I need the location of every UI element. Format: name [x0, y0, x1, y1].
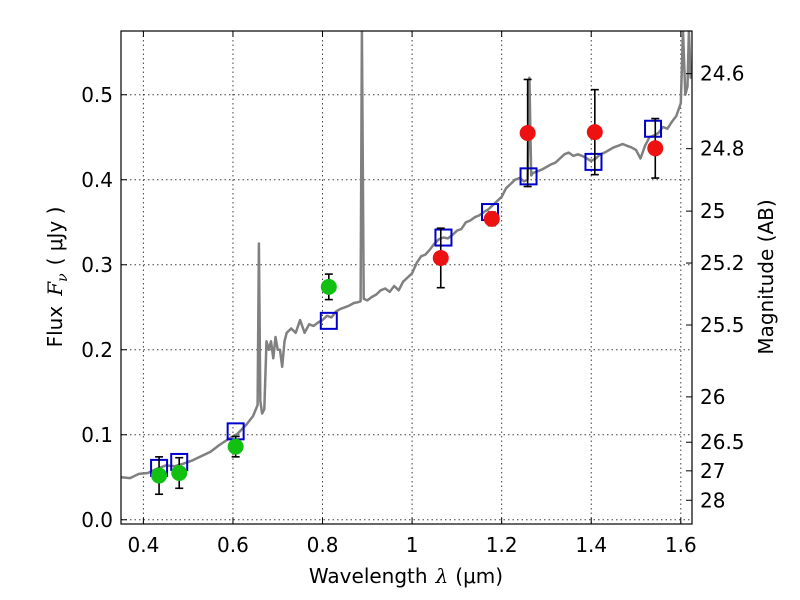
mag-tick-label: 27 — [700, 459, 725, 483]
x-tick-label: 0.6 — [217, 533, 249, 557]
mag-tick-label: 25.5 — [700, 313, 745, 337]
x-tick-label: 1.4 — [575, 533, 607, 557]
y2-axis-label: Magnitude (AB) — [754, 199, 778, 354]
y-tick-label: 0.4 — [81, 168, 113, 192]
model-square-marker — [644, 119, 663, 138]
y-tick-label: 0.3 — [81, 253, 113, 277]
red-photometry-point — [647, 140, 664, 157]
axis-ticks: 0.4 0.6 0.8 1 1.2 1.4 1.6 0.0 0.1 0.2 0.3 0.4 0.5 24.… — [81, 31, 745, 557]
y-tick-label: 0.5 — [81, 83, 113, 107]
model-square-marker — [519, 167, 538, 186]
mag-tick-label: 28 — [700, 488, 725, 512]
x-axis-label: Wavelength λ (μm) — [309, 564, 503, 588]
y-tick-label: 0.0 — [81, 508, 113, 532]
data-markers — [150, 78, 664, 496]
y-axis-label: FluxFν( μJy ) — [43, 207, 71, 348]
x-tick-label: 0.4 — [127, 533, 159, 557]
green-photometry-point — [227, 438, 244, 455]
model-square-marker — [319, 311, 338, 330]
y-tick-label: 0.2 — [81, 338, 113, 362]
template-spectrum-layer — [121, 31, 692, 480]
x-tick-label: 1.2 — [486, 533, 518, 557]
mag-tick-label: 25.2 — [700, 251, 745, 275]
mag-tick-label: 26.5 — [700, 430, 745, 454]
template-spectrum-line — [121, 31, 692, 480]
mag-tick-label: 25 — [700, 199, 725, 223]
y-tick-label: 0.1 — [81, 423, 113, 447]
red-photometry-point — [586, 124, 603, 141]
x-tick-label: 1.6 — [665, 533, 697, 557]
x-tick-label: 1 — [406, 533, 419, 557]
model-square-marker — [434, 228, 453, 247]
mag-tick-label: 24.6 — [700, 62, 745, 86]
green-photometry-point — [171, 465, 188, 481]
model-square-marker — [584, 152, 603, 171]
mag-tick-label: 26 — [700, 385, 725, 409]
green-photometry-point — [151, 467, 168, 484]
x-tick-label: 0.8 — [307, 533, 339, 557]
red-photometry-point — [519, 125, 536, 141]
grid — [121, 31, 692, 524]
green-photometry-point — [320, 278, 337, 295]
plot-frame — [120, 30, 693, 525]
red-photometry-point — [432, 249, 449, 266]
mag-tick-label: 24.8 — [700, 137, 745, 161]
red-photometry-point — [483, 210, 500, 227]
